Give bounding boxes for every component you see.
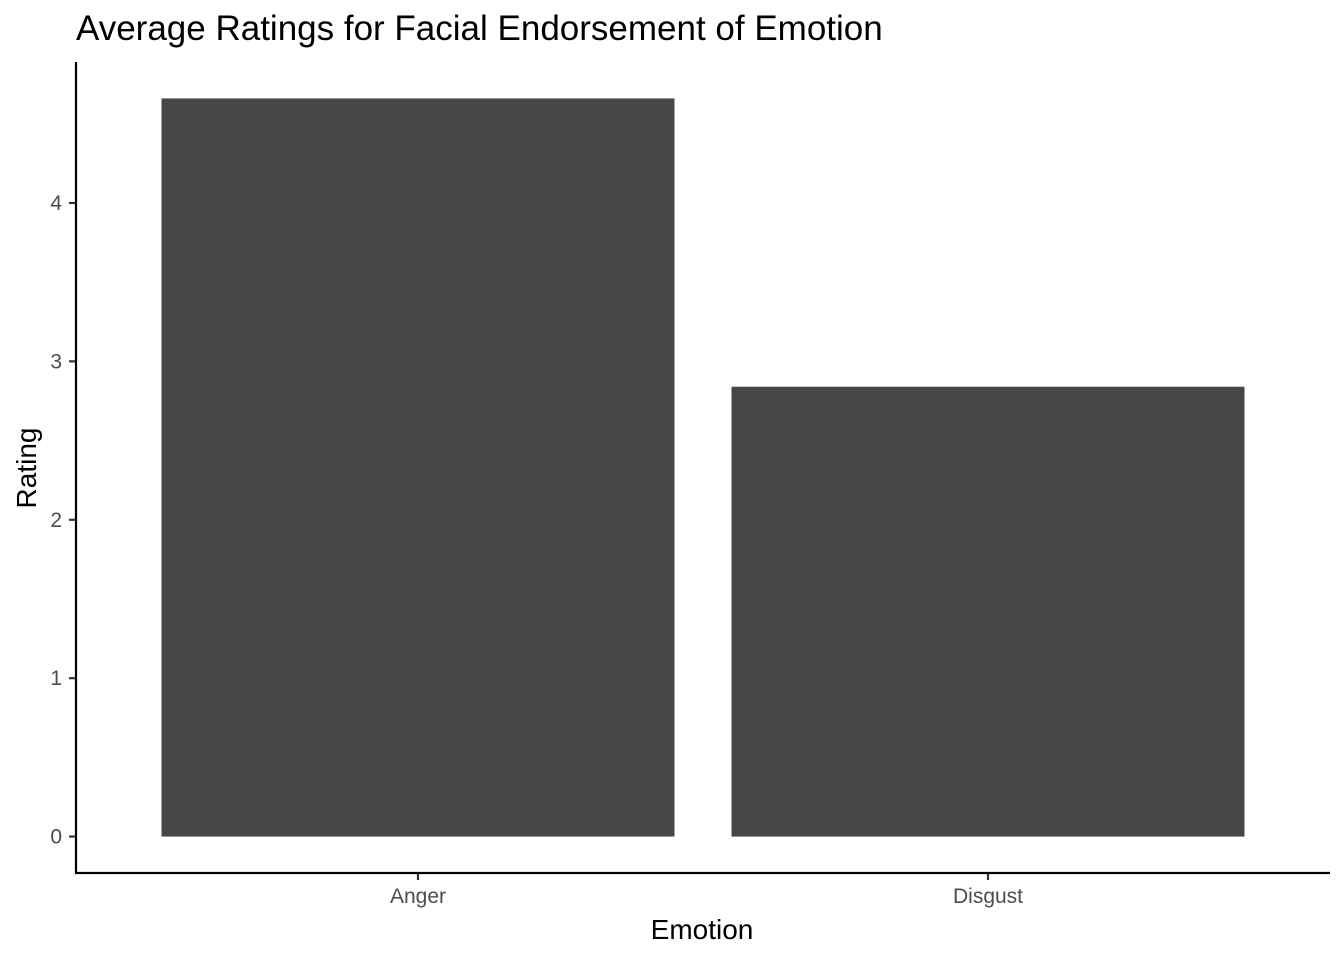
chart-title: Average Ratings for Facial Endorsement o…	[76, 9, 883, 48]
bars-group	[161, 98, 1245, 837]
y-axis-title: Rating	[11, 428, 42, 509]
x-axis-ticks: Anger Disgust	[390, 873, 1023, 908]
x-tick-label: Disgust	[953, 885, 1023, 908]
y-tick-label: 2	[50, 509, 62, 532]
y-axis-ticks: 0 1 2 3 4	[50, 192, 76, 849]
y-tick-label: 0	[50, 826, 62, 849]
x-axis-title: Emotion	[651, 914, 754, 945]
y-tick-label: 1	[50, 667, 62, 690]
y-tick-label: 4	[50, 192, 62, 215]
y-tick-label: 3	[50, 350, 62, 373]
bar-anger	[161, 98, 675, 837]
bar-disgust	[731, 386, 1245, 837]
x-tick-label: Anger	[390, 885, 446, 908]
